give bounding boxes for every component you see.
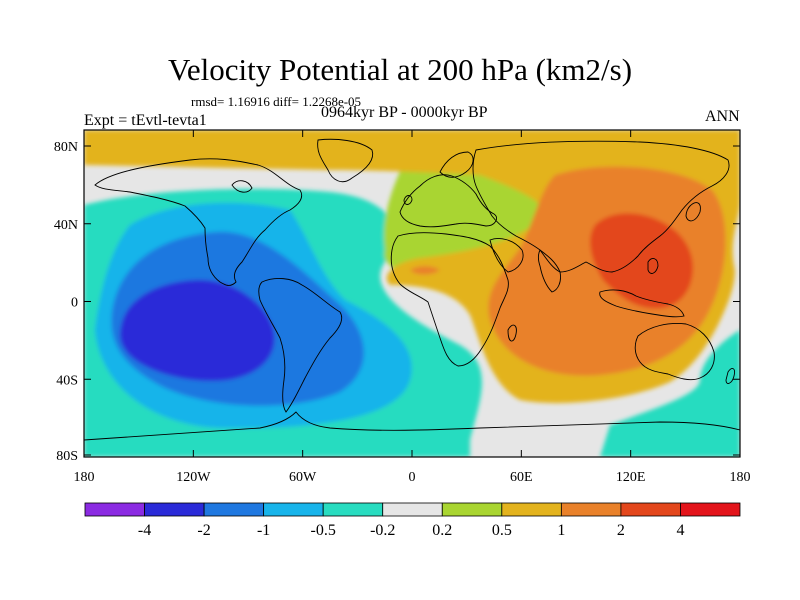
y-tick-label: 80N [54, 140, 78, 155]
colorbar-label: -0.5 [311, 522, 336, 539]
stats-line: rmsd= 1.16916 diff= 1.2268e-05 [191, 94, 362, 109]
x-tick-label: 0 [409, 470, 416, 485]
y-tick-label: 80S [56, 449, 78, 464]
colorbar-swatch [680, 502, 741, 517]
colorbar-label: 2 [617, 522, 625, 539]
x-tick-label: 180 [730, 470, 751, 485]
colorbar-label: -1 [257, 522, 270, 539]
colorbar-label: 0.2 [432, 522, 452, 539]
coast-greenland [317, 138, 374, 183]
colorbar-swatch [441, 502, 503, 517]
colorbar-swatch [560, 502, 622, 517]
coast-philippines [647, 258, 659, 274]
coast-madagascar [507, 324, 517, 342]
coast-hudson-bay [231, 180, 253, 193]
colorbar-swatch [620, 502, 681, 517]
coast-europe [399, 174, 497, 228]
colorbar-label: 4 [676, 522, 684, 539]
colorbar-swatch [501, 502, 562, 517]
coastlines [84, 138, 740, 441]
colorbar-swatch [84, 502, 145, 517]
colorbar-label: -2 [197, 522, 210, 539]
coast-indonesia [599, 289, 685, 318]
colorbar-label: 1 [557, 522, 565, 539]
colorbar-label: 0.5 [492, 522, 512, 539]
y-tick-label: 40N [54, 218, 78, 233]
coast-australia [634, 323, 715, 381]
x-tick-label: 180 [74, 470, 95, 485]
coast-asia [472, 140, 730, 273]
x-tick-label: 60W [289, 470, 317, 485]
y-tick-label: 0 [71, 296, 78, 311]
x-tick-label: 120E [616, 470, 646, 485]
y-axis: 80N 40N 0 40S 80S [54, 140, 740, 464]
contour-neg-0.2-east [600, 330, 740, 457]
colorbar-swatch [322, 502, 384, 517]
x-tick-label: 60E [510, 470, 533, 485]
coast-north-america [94, 158, 303, 286]
contour-pos-2-small [410, 266, 440, 275]
coast-britain [403, 195, 413, 205]
colorbar-label: -0.2 [370, 522, 395, 539]
colorbar-label: -4 [138, 522, 151, 539]
coast-india [538, 249, 561, 293]
colorbar-swatch [263, 502, 324, 517]
x-axis: 180 120W 60W 0 60E 120E 180 [74, 130, 751, 485]
contour-neg-2 [120, 279, 275, 382]
colorbar-swatch [382, 502, 443, 517]
season-label: ANN [705, 108, 740, 125]
colorbar: -4 -2 -1 -0.5 -0.2 0.2 0.5 1 2 4 [84, 502, 741, 539]
period-label: 0964kyr BP - 0000kyr BP [321, 104, 488, 121]
coast-japan [685, 202, 701, 222]
experiment-label: Expt = tEvtl-tevta1 [84, 112, 207, 129]
x-tick-label: 120W [176, 470, 211, 485]
colorbar-swatch [203, 502, 265, 517]
coast-africa [390, 232, 509, 367]
velocity-potential-field [84, 130, 740, 457]
coast-antarctica [84, 411, 740, 441]
y-tick-label: 40S [56, 373, 78, 388]
coast-scandinavia [439, 151, 474, 178]
chart-title: Velocity Potential at 200 hPa (km2/s) [167, 52, 633, 87]
colorbar-swatch [144, 502, 205, 517]
coast-south-america [258, 278, 343, 413]
coast-new-zealand [725, 368, 735, 384]
contour-pos-2 [590, 213, 693, 309]
coast-arabia [489, 238, 524, 273]
